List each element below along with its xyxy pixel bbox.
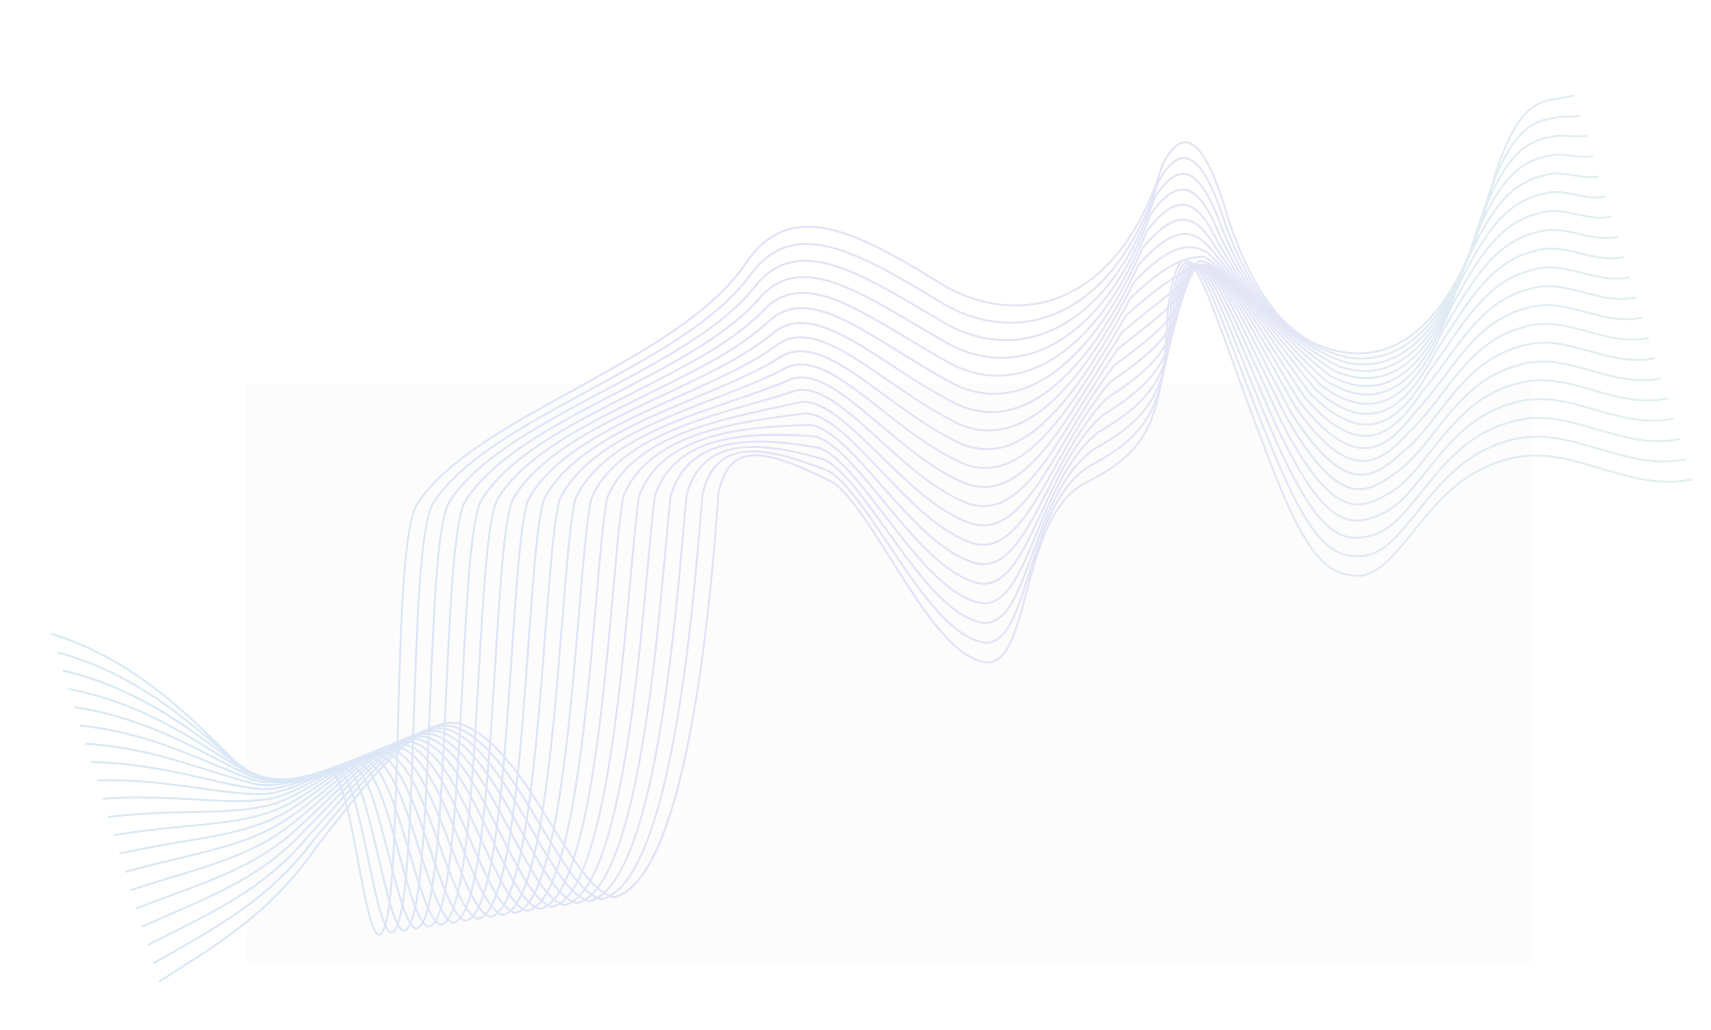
wave-line bbox=[96, 247, 1625, 920]
wave-line bbox=[57, 114, 1581, 934]
wave-line bbox=[152, 261, 1687, 965]
wave-line bbox=[124, 265, 1656, 910]
wave-line bbox=[130, 265, 1662, 909]
wave-line bbox=[102, 259, 1631, 918]
wave-line bbox=[113, 265, 1643, 914]
wave-line bbox=[136, 264, 1668, 910]
wave-lines bbox=[51, 94, 1693, 983]
wave-line bbox=[119, 266, 1649, 912]
wave-line bbox=[51, 94, 1575, 936]
wave-line bbox=[141, 263, 1674, 928]
wave-line bbox=[85, 210, 1612, 924]
wave-line bbox=[147, 262, 1681, 946]
wave-line bbox=[91, 228, 1618, 922]
wave-line bbox=[108, 263, 1637, 916]
wave-line bbox=[158, 259, 1693, 983]
wave-line bbox=[79, 191, 1606, 926]
wave-line bbox=[74, 172, 1599, 928]
